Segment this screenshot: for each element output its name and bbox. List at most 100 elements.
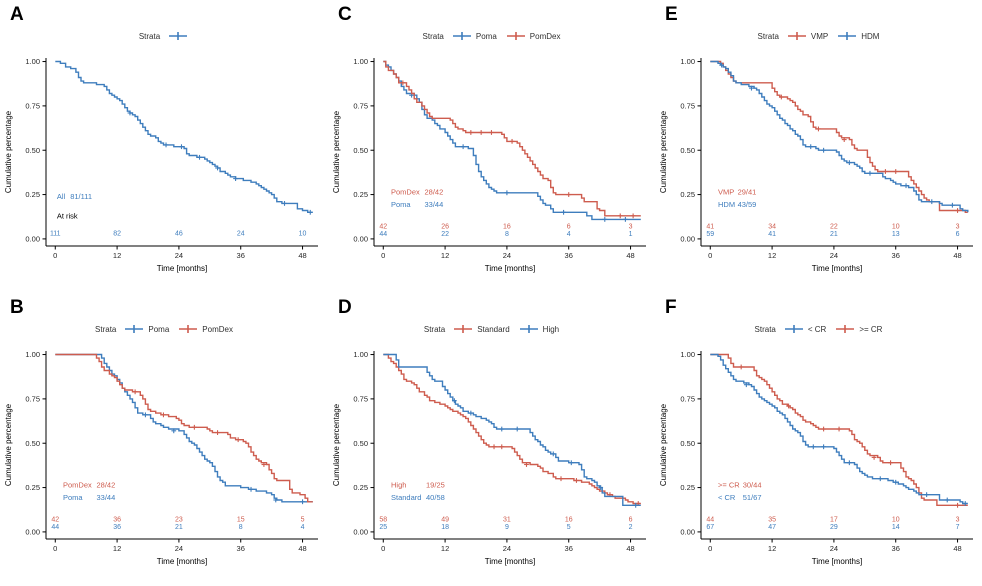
- y-axis-label: Cumulative percentage: [332, 110, 341, 193]
- annotations: High 19/25 Standard 40/58: [391, 481, 445, 502]
- survival-curve-all: [55, 60, 313, 213]
- survival-curve-pomdex: [55, 353, 313, 503]
- panel-b: B Strata Poma PomDex 0.00 0.25 0.50 0.75 1.00…: [0, 293, 328, 586]
- at-risk-count: 82: [113, 230, 121, 237]
- y-axis-label: Cumulative percentage: [659, 110, 668, 193]
- x-tick-label: 0: [53, 544, 57, 553]
- legend-item-label: Poma: [475, 31, 497, 41]
- y-tick-label: 0.50: [353, 439, 368, 448]
- at-risk-count: 14: [892, 524, 900, 531]
- y-tick-label: 0.00: [25, 235, 40, 244]
- at-risk-count: 22: [441, 231, 449, 238]
- y-tick-label: 0.25: [353, 483, 368, 492]
- censor-marks: [743, 382, 968, 506]
- at-risk-count: 1: [629, 231, 633, 238]
- x-axis-ticks: 0 12 24 36 48: [708, 539, 962, 553]
- legend-key-icon: [454, 325, 473, 333]
- at-risk-count: 59: [706, 231, 714, 238]
- at-risk-count: 2: [629, 524, 633, 531]
- y-tick-label: 1.00: [25, 350, 40, 359]
- y-axis-ticks: 0.00 0.25 0.50 0.75 1.00: [680, 350, 701, 537]
- y-axis-ticks: 0.00 0.25 0.50 0.75 1.00: [25, 57, 46, 244]
- panel-c: C Strata Poma PomDex 0.00 0.25 0.50 0.75 1.00…: [328, 0, 655, 293]
- y-tick-label: 0.25: [353, 190, 368, 199]
- legend-key-icon: [506, 32, 525, 40]
- at-risk-count: 3: [956, 517, 960, 524]
- x-tick-label: 0: [53, 251, 57, 260]
- x-tick-label: 48: [626, 544, 634, 553]
- survival-plot: 0.00 0.25 0.50 0.75 1.00 0 12 24 36 48 Time [month…: [0, 50, 327, 290]
- y-tick-label: 0.00: [25, 528, 40, 537]
- at-risk-table: 41 34 22 10 359 41 21 13 6: [706, 224, 959, 239]
- annotations: All 81/111 At risk: [57, 192, 92, 221]
- survival-plot: 0.00 0.25 0.50 0.75 1.00 0 12 24 36 48 Time [month…: [328, 50, 655, 290]
- annotation-value: 30/44: [743, 481, 762, 490]
- y-tick-label: 0.75: [353, 394, 368, 403]
- survival-curve-poma: [55, 353, 313, 503]
- x-axis-label: Time [months]: [812, 264, 862, 273]
- y-axis-label: Cumulative percentage: [659, 403, 668, 486]
- legend-title: Strata: [754, 324, 776, 334]
- censor-marks: [400, 80, 636, 219]
- at-risk-count: 44: [379, 231, 387, 238]
- axes: [700, 351, 973, 540]
- at-risk-count: 31: [503, 517, 511, 524]
- y-tick-label: 0.50: [680, 146, 695, 155]
- legend-key-icon: [452, 32, 471, 40]
- annotations: >= CR 30/44 < CR 51/67: [718, 481, 762, 502]
- at-risk-count: 47: [768, 524, 776, 531]
- annotations: PomDex 28/42 Poma 33/44: [391, 188, 443, 209]
- y-tick-label: 0.75: [680, 394, 695, 403]
- y-tick-label: 1.00: [680, 57, 695, 66]
- legend-key-icon: [836, 325, 855, 333]
- panel-letter-c: C: [338, 4, 353, 25]
- at-risk-count: 42: [51, 517, 59, 524]
- at-risk-count: 6: [956, 231, 960, 238]
- censor-marks: [451, 398, 639, 508]
- legend-item: >= CR: [834, 324, 882, 334]
- censor-marks: [719, 62, 955, 208]
- censor-marks: [409, 92, 628, 222]
- x-tick-label: 24: [830, 251, 838, 260]
- x-tick-label: 24: [830, 544, 838, 553]
- annotation-value: 28/42: [96, 481, 115, 490]
- x-axis-ticks: 0 12 24 36 48: [381, 246, 635, 260]
- legend-title: Strata: [422, 31, 444, 41]
- censor-marks: [143, 412, 305, 505]
- survival-curve-pomdex: [383, 60, 641, 217]
- at-risk-count: 36: [113, 517, 121, 524]
- x-tick-label: 0: [381, 251, 385, 260]
- legend-item-label: High: [542, 324, 560, 334]
- y-axis-ticks: 0.00 0.25 0.50 0.75 1.00: [680, 57, 701, 244]
- panel-d: D Strata Standard High 0.00 0.25 0.50 0.75 1.…: [328, 293, 655, 586]
- at-risk-table: 111 82 46 24 10: [50, 230, 307, 237]
- legend-items: VMP HDM: [786, 31, 879, 41]
- x-axis-ticks: 0 12 24 36 48: [708, 246, 962, 260]
- survival-curve--cr: [710, 353, 968, 505]
- y-tick-label: 1.00: [353, 350, 368, 359]
- legend-items: Standard High: [452, 324, 559, 334]
- y-tick-label: 0.25: [25, 483, 40, 492]
- legend-items: Poma PomDex: [123, 324, 233, 334]
- at-risk-count: 41: [706, 224, 714, 231]
- x-tick-label: 0: [708, 544, 712, 553]
- legend-title: Strata: [138, 31, 161, 41]
- at-risk-count: 17: [830, 517, 838, 524]
- at-risk-count: 21: [175, 524, 183, 531]
- legend-item-label: PomDex: [529, 31, 561, 41]
- panel-letter-a: A: [10, 4, 25, 25]
- x-tick-label: 12: [768, 251, 776, 260]
- x-tick-label: 0: [381, 544, 385, 553]
- x-axis-label: Time [months]: [157, 264, 207, 273]
- at-risk-count: 7: [956, 524, 960, 531]
- at-risk-table: 42 26 16 6 3 44 22 8 4 1: [379, 224, 632, 239]
- panel-letter-d: D: [338, 297, 353, 318]
- survival-plot: 0.00 0.25 0.50 0.75 1.00 0 12 24 36 48 Time [month…: [328, 343, 655, 583]
- at-risk-count: 46: [175, 230, 183, 237]
- at-risk-count: 18: [441, 524, 449, 531]
- annotation-value: 43/59: [738, 200, 757, 209]
- at-risk-count: 67: [706, 524, 714, 531]
- y-tick-label: 0.50: [353, 146, 368, 155]
